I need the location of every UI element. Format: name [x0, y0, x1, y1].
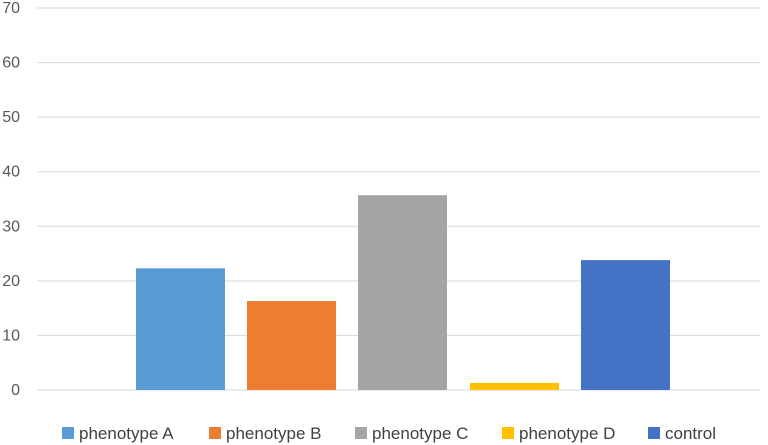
legend-swatch	[502, 427, 514, 439]
legend-label: phenotype D	[519, 424, 615, 443]
y-axis-tick-labels: 0 10 20 30 40 50 60 70	[2, 0, 20, 399]
y-tick-label: 60	[2, 55, 20, 72]
legend-swatch	[62, 427, 74, 439]
legend-swatch	[355, 427, 367, 439]
bars	[136, 195, 670, 390]
legend-label: phenotype C	[372, 424, 468, 443]
y-tick-label: 70	[2, 0, 20, 17]
y-tick-label: 30	[2, 218, 20, 235]
bar-phenotype-d	[470, 382, 559, 390]
legend-swatch	[209, 427, 221, 439]
legend-label: phenotype A	[79, 424, 174, 443]
bar-phenotype-c	[358, 195, 447, 390]
y-tick-label: 20	[2, 273, 20, 290]
legend-label: control	[665, 424, 716, 443]
legend-swatch	[648, 427, 660, 439]
y-tick-label: 10	[2, 327, 20, 344]
y-tick-label: 0	[11, 382, 20, 399]
legend: phenotype A phenotype B phenotype C phenoty…	[62, 424, 716, 443]
y-tick-label: 40	[2, 164, 20, 181]
bar-phenotype-b	[247, 301, 336, 390]
legend-label: phenotype B	[226, 424, 321, 443]
y-tick-label: 50	[2, 109, 20, 126]
bar-control	[581, 260, 670, 390]
bar-phenotype-a	[136, 268, 225, 390]
